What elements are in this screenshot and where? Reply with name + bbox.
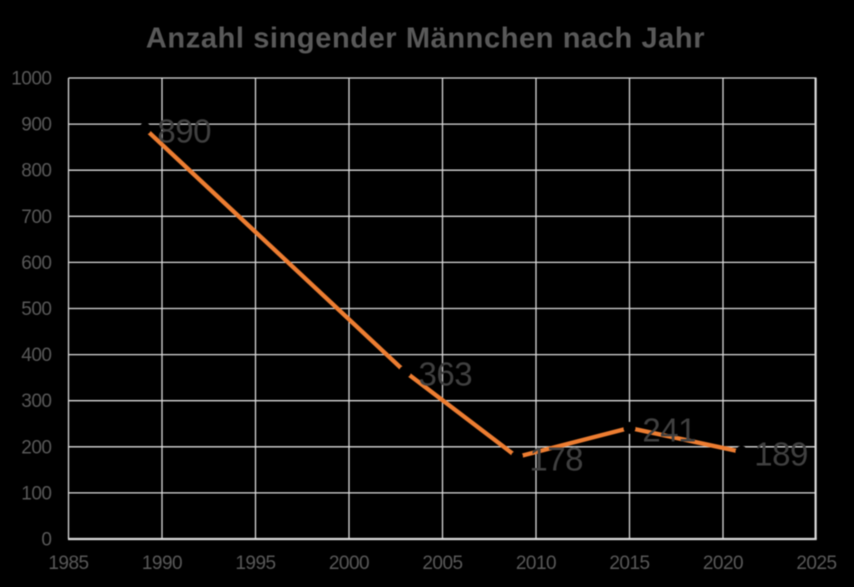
svg-text:363: 363 [419, 355, 473, 392]
svg-text:1000: 1000 [11, 69, 51, 90]
svg-text:100: 100 [21, 483, 51, 504]
svg-text:2005: 2005 [422, 553, 462, 574]
svg-text:241: 241 [642, 412, 696, 449]
svg-text:800: 800 [21, 161, 51, 182]
svg-text:0: 0 [41, 530, 51, 551]
svg-text:2000: 2000 [329, 553, 369, 574]
svg-text:400: 400 [21, 345, 51, 366]
svg-text:2025: 2025 [796, 553, 836, 574]
svg-text:600: 600 [21, 253, 51, 274]
svg-text:178: 178 [529, 441, 583, 478]
svg-text:500: 500 [21, 299, 51, 320]
svg-text:300: 300 [21, 391, 51, 412]
svg-text:1985: 1985 [48, 553, 88, 574]
svg-text:700: 700 [21, 207, 51, 228]
svg-text:2015: 2015 [609, 553, 649, 574]
svg-text:1990: 1990 [142, 553, 182, 574]
svg-text:1995: 1995 [235, 553, 275, 574]
svg-text:200: 200 [21, 437, 51, 458]
svg-text:2010: 2010 [516, 553, 556, 574]
svg-text:900: 900 [21, 115, 51, 136]
svg-text:890: 890 [157, 112, 211, 149]
svg-text:Anzahl singender Männchen nach: Anzahl singender Männchen nach Jahr [146, 23, 705, 55]
svg-text:189: 189 [754, 436, 808, 473]
svg-text:2020: 2020 [703, 553, 743, 574]
